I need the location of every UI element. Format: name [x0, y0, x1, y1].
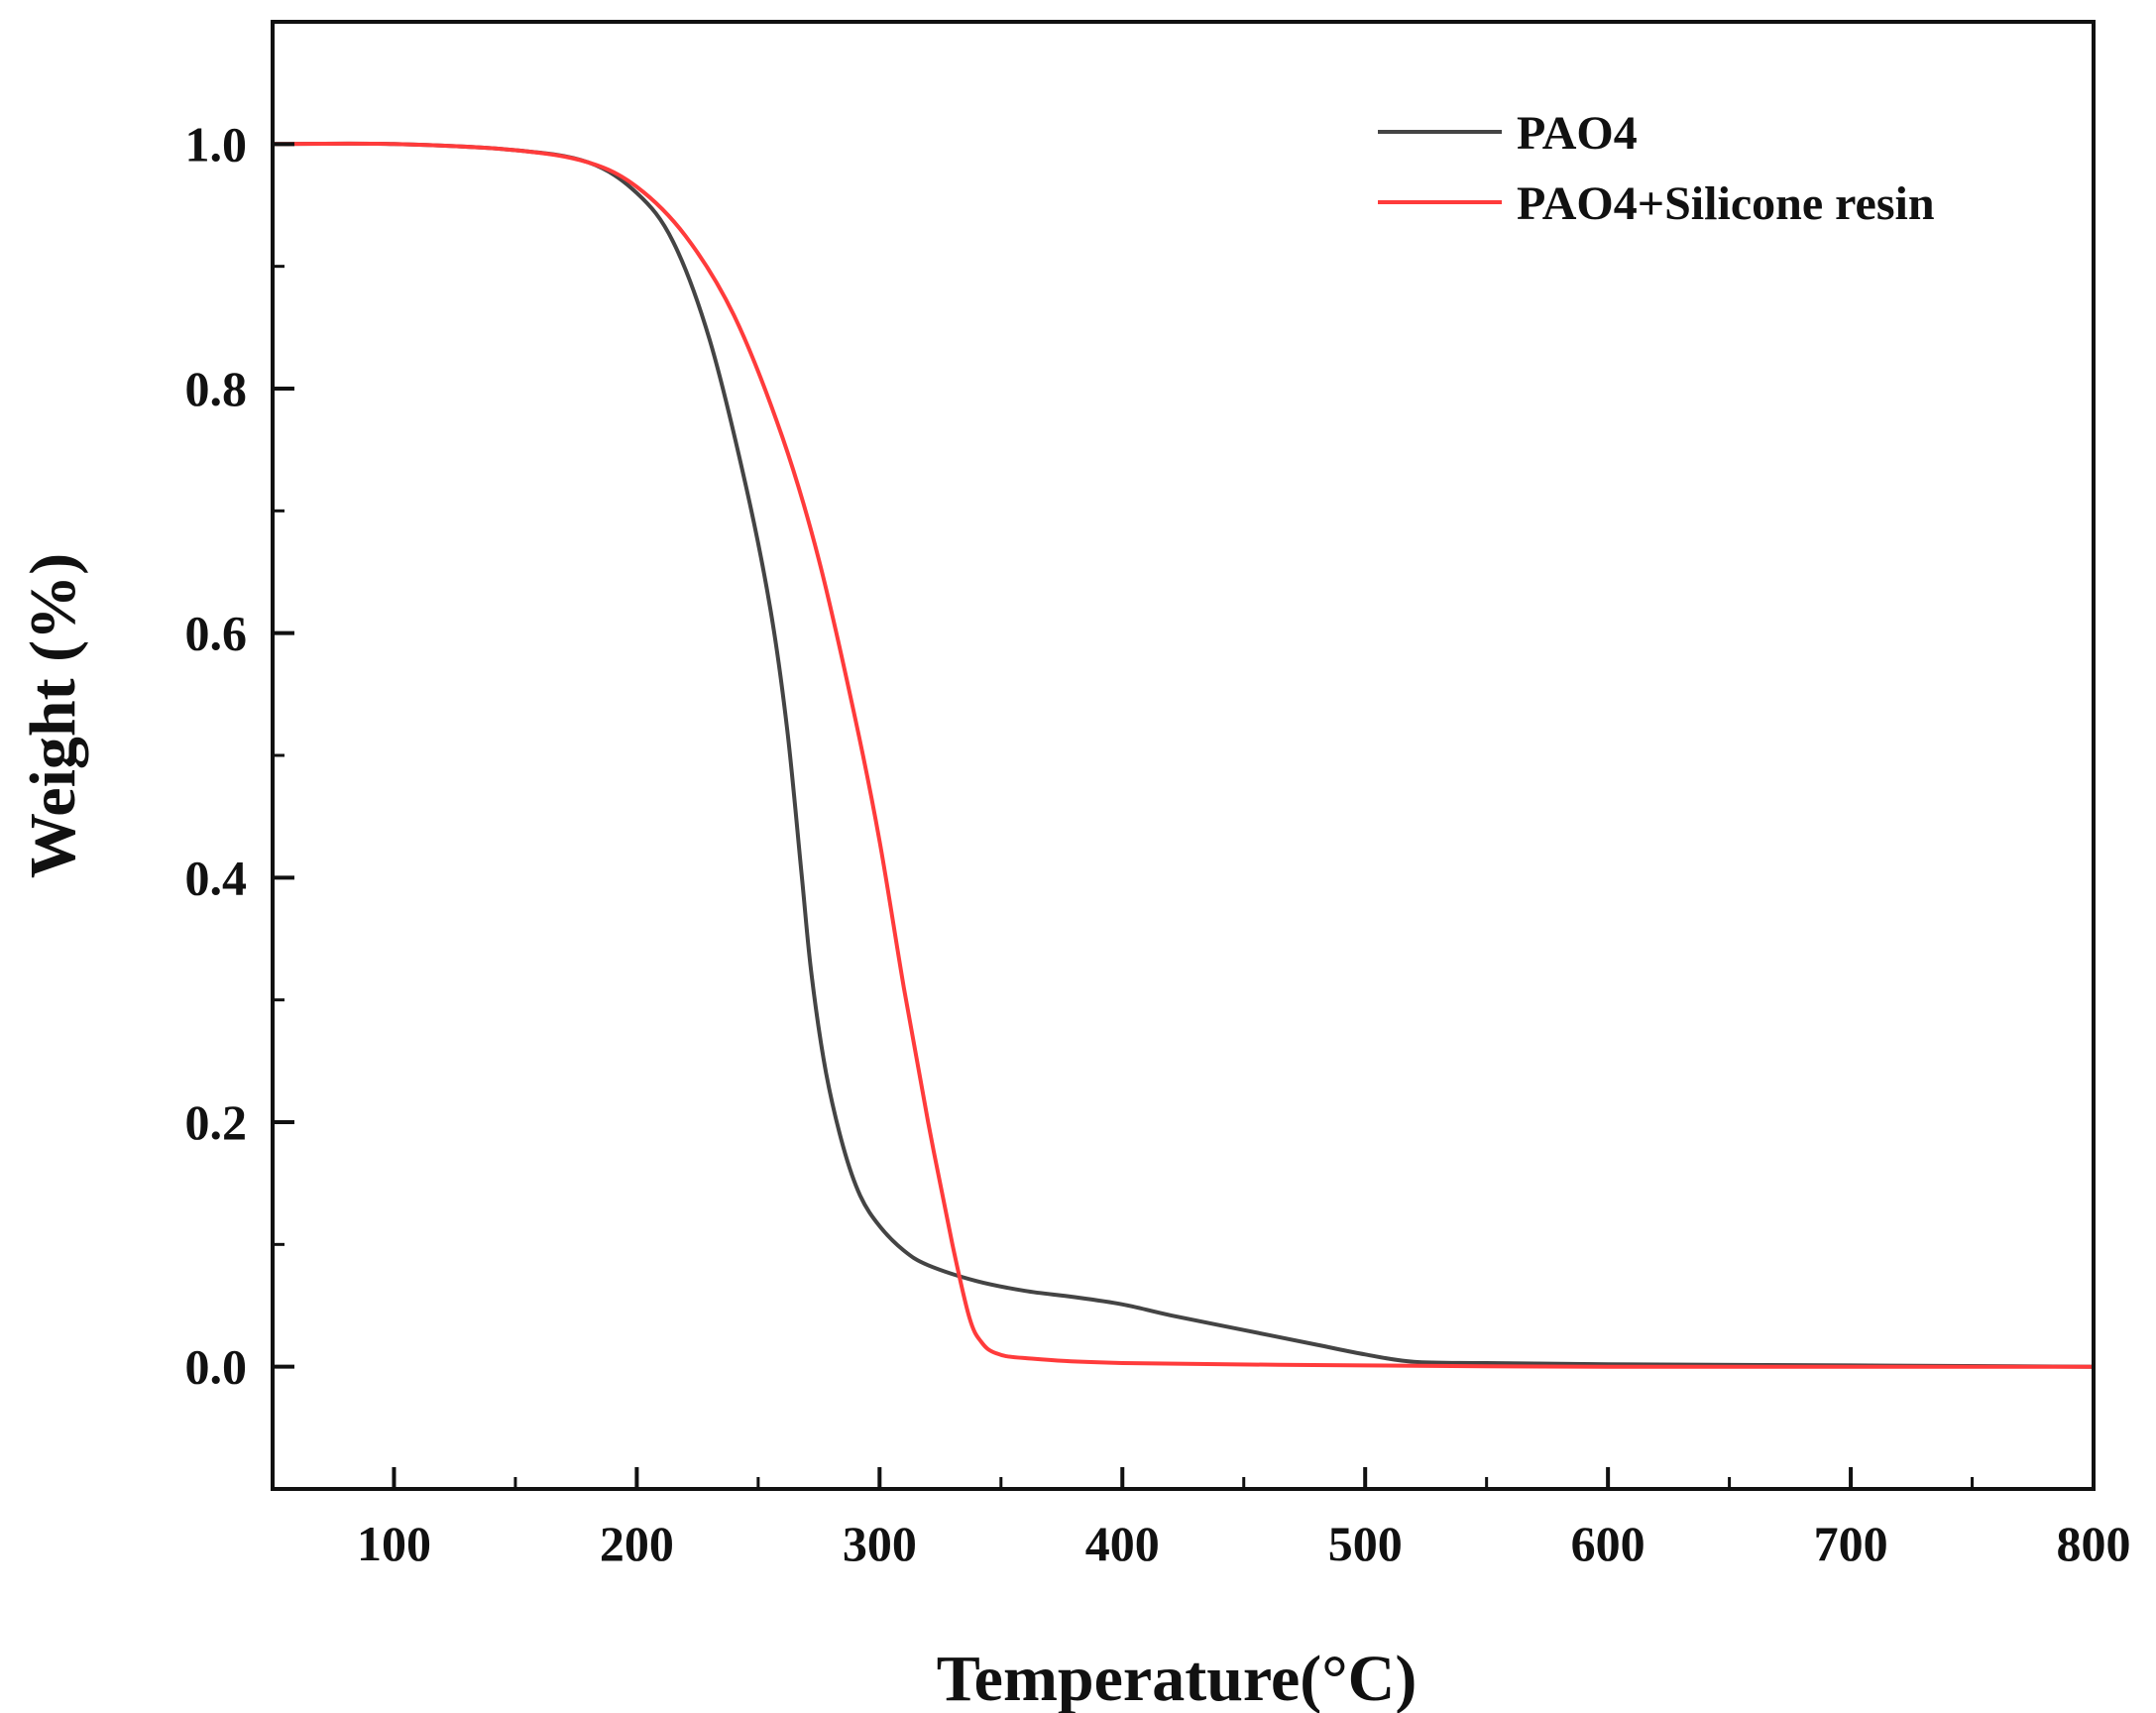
legend-label-pao4: PAO4 [1517, 107, 1638, 160]
x-tick-label: 400 [1085, 1516, 1160, 1571]
x-tick-label: 500 [1328, 1516, 1403, 1571]
axes: 100 200 300 400 500 600 700 800 0.0 0.2 0.4 0.6 0.8 1… [185, 20, 2131, 1571]
x-tick-label: 100 [357, 1516, 431, 1571]
y-tick-label: 0.6 [185, 606, 248, 661]
x-tick-label: 200 [600, 1516, 674, 1571]
y-tick-label: 0.8 [185, 361, 248, 416]
x-axis-title: Temperature(°C) [937, 1643, 1418, 1713]
plot-area [272, 141, 2095, 1369]
x-tick-label: 600 [1571, 1516, 1645, 1571]
y-tick-label: 0.2 [185, 1094, 248, 1150]
series-line-1 [272, 141, 2094, 1369]
x-tick-label: 800 [2057, 1516, 2131, 1571]
legend-label-pao4-silicone: PAO4+Silicone resin [1517, 177, 1935, 230]
y-tick-label: 0.4 [185, 850, 248, 905]
x-tick-label: 300 [843, 1516, 917, 1571]
plot-frame [271, 20, 2096, 1491]
y-tick-label: 1.0 [185, 116, 248, 171]
legend: PAO4 PAO4+Silicone resin [1378, 107, 1935, 230]
series-line-0 [272, 141, 2095, 1369]
x-tick-label: 700 [1814, 1516, 1888, 1571]
y-tick-label: 0.0 [185, 1339, 248, 1395]
y-axis-title: Weight (%) [17, 553, 89, 878]
